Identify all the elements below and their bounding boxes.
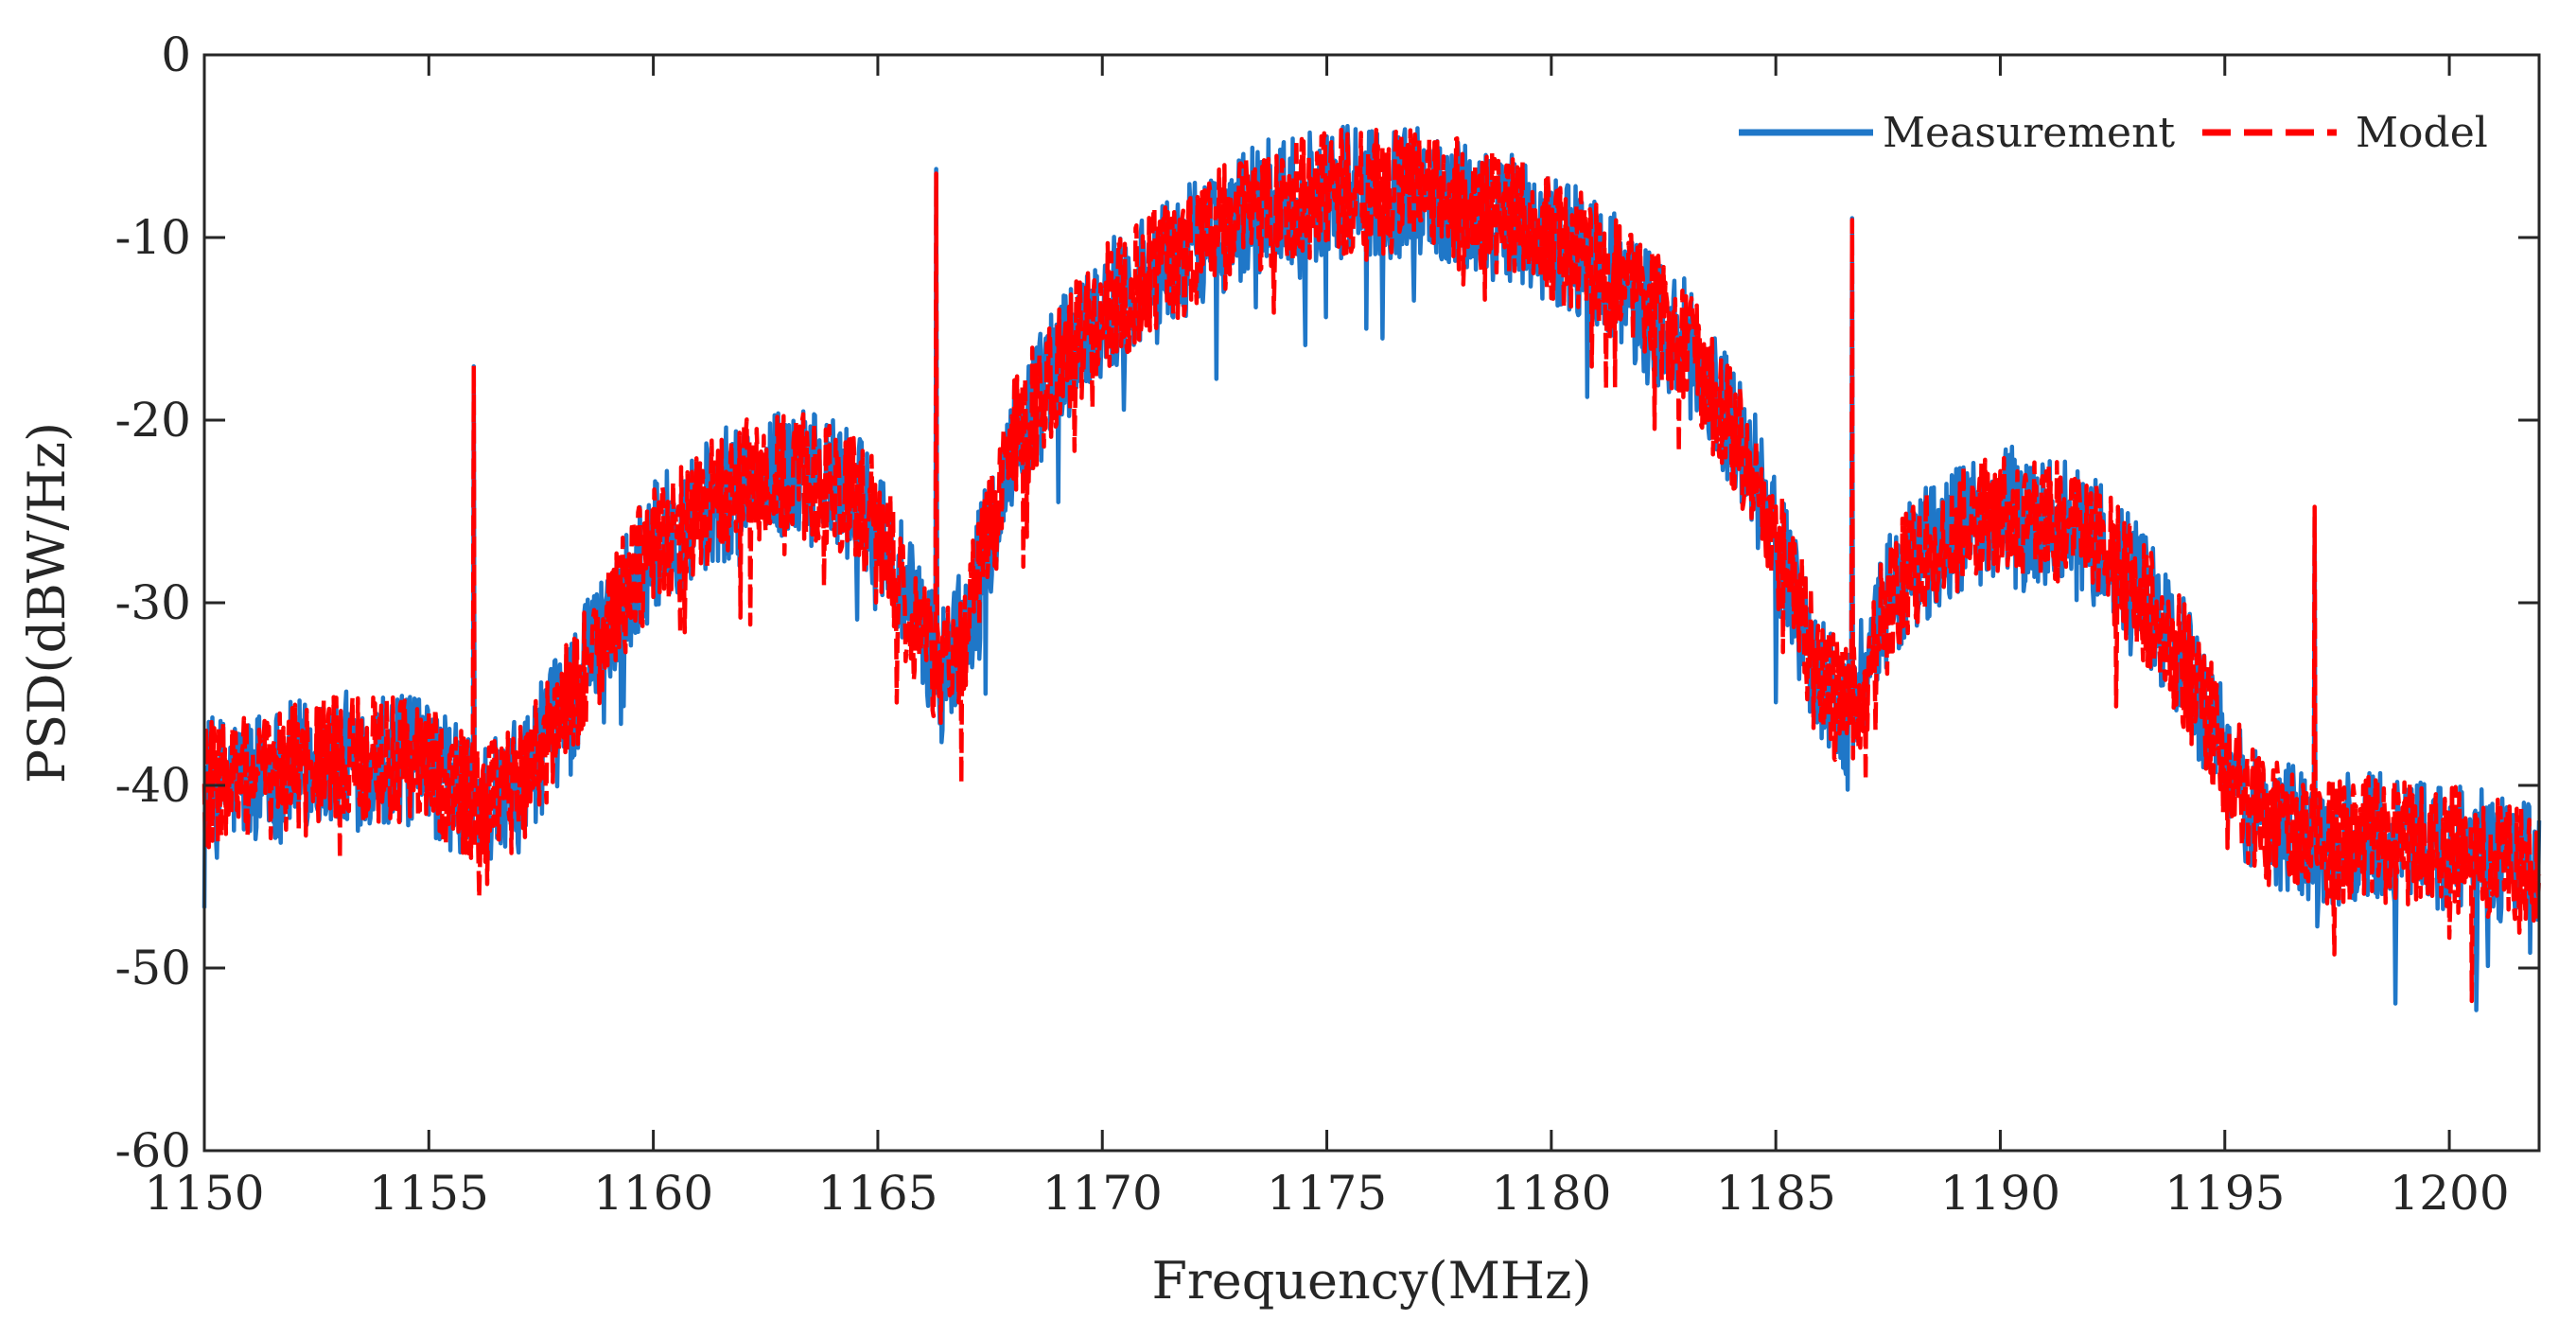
x-tick-label: 1190 [1940,1166,2060,1221]
y-tick-label: -20 [114,393,191,448]
x-axis: 1150 1155 1160 1165 1170 1175 1180 1185 1190 1195… [144,55,2510,1221]
x-tick-label: 1200 [2389,1166,2509,1221]
x-tick-label: 1165 [817,1166,938,1221]
series-layer [202,124,2542,1012]
x-axis-label: Frequency(MHz) [1151,1251,1591,1311]
legend-model-label: Model [2356,109,2488,157]
x-tick-label: 1195 [2164,1166,2285,1221]
x-tick-label: 1170 [1043,1166,1163,1221]
y-tick-label: -60 [114,1123,191,1178]
y-axis-label: PSD(dBW/Hz) [17,422,77,783]
y-axis: 0 -10 -20 -30 -40 -50 -60 [114,27,2539,1178]
legend: Measurement Model [1739,109,2488,157]
x-tick-label: 1180 [1491,1166,1611,1221]
x-tick-label: 1185 [1716,1166,1836,1221]
x-tick-label: 1175 [1267,1166,1387,1221]
y-tick-label: -10 [114,210,191,265]
y-tick-label: -30 [114,575,191,630]
y-tick-label: 0 [161,27,191,82]
y-tick-label: -40 [114,758,191,813]
x-tick-label: 1160 [593,1166,713,1221]
y-tick-label: -50 [114,941,191,995]
x-tick-label: 1155 [369,1166,489,1221]
legend-measurement-label: Measurement [1883,109,2175,157]
x-tick-label: 1150 [144,1166,264,1221]
series-model-line [202,127,2542,1004]
